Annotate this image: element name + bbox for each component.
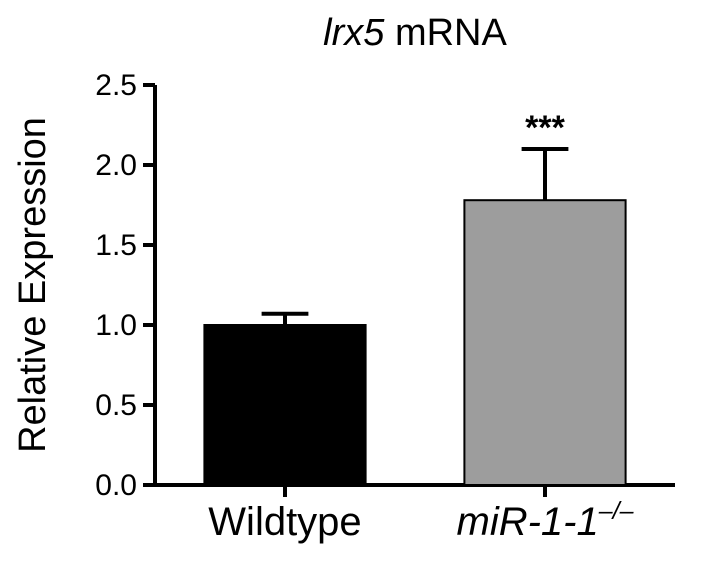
- bar: [204, 325, 365, 485]
- y-tick-label: 0.5: [95, 389, 137, 422]
- y-tick-label: 2.0: [95, 149, 137, 182]
- category-label: Wildtype: [208, 500, 361, 544]
- bar: [464, 200, 625, 485]
- y-tick-label: 0.0: [95, 469, 137, 502]
- significance-stars: ***: [525, 109, 565, 147]
- y-tick-label: 1.0: [95, 309, 137, 342]
- y-axis-label: Relative Expression: [12, 117, 54, 453]
- y-tick-label: 1.5: [95, 229, 137, 262]
- irx5-expression-chart: lrx5 mRNA 0.0 0.5 1.0 1.5 2.0 2.5 Relative Expr…: [0, 0, 722, 570]
- chart-svg: lrx5 mRNA 0.0 0.5 1.0 1.5 2.0 2.5 Relative Expr…: [0, 0, 722, 570]
- chart-title: lrx5 mRNA: [323, 12, 507, 54]
- y-tick-label: 2.5: [95, 69, 137, 102]
